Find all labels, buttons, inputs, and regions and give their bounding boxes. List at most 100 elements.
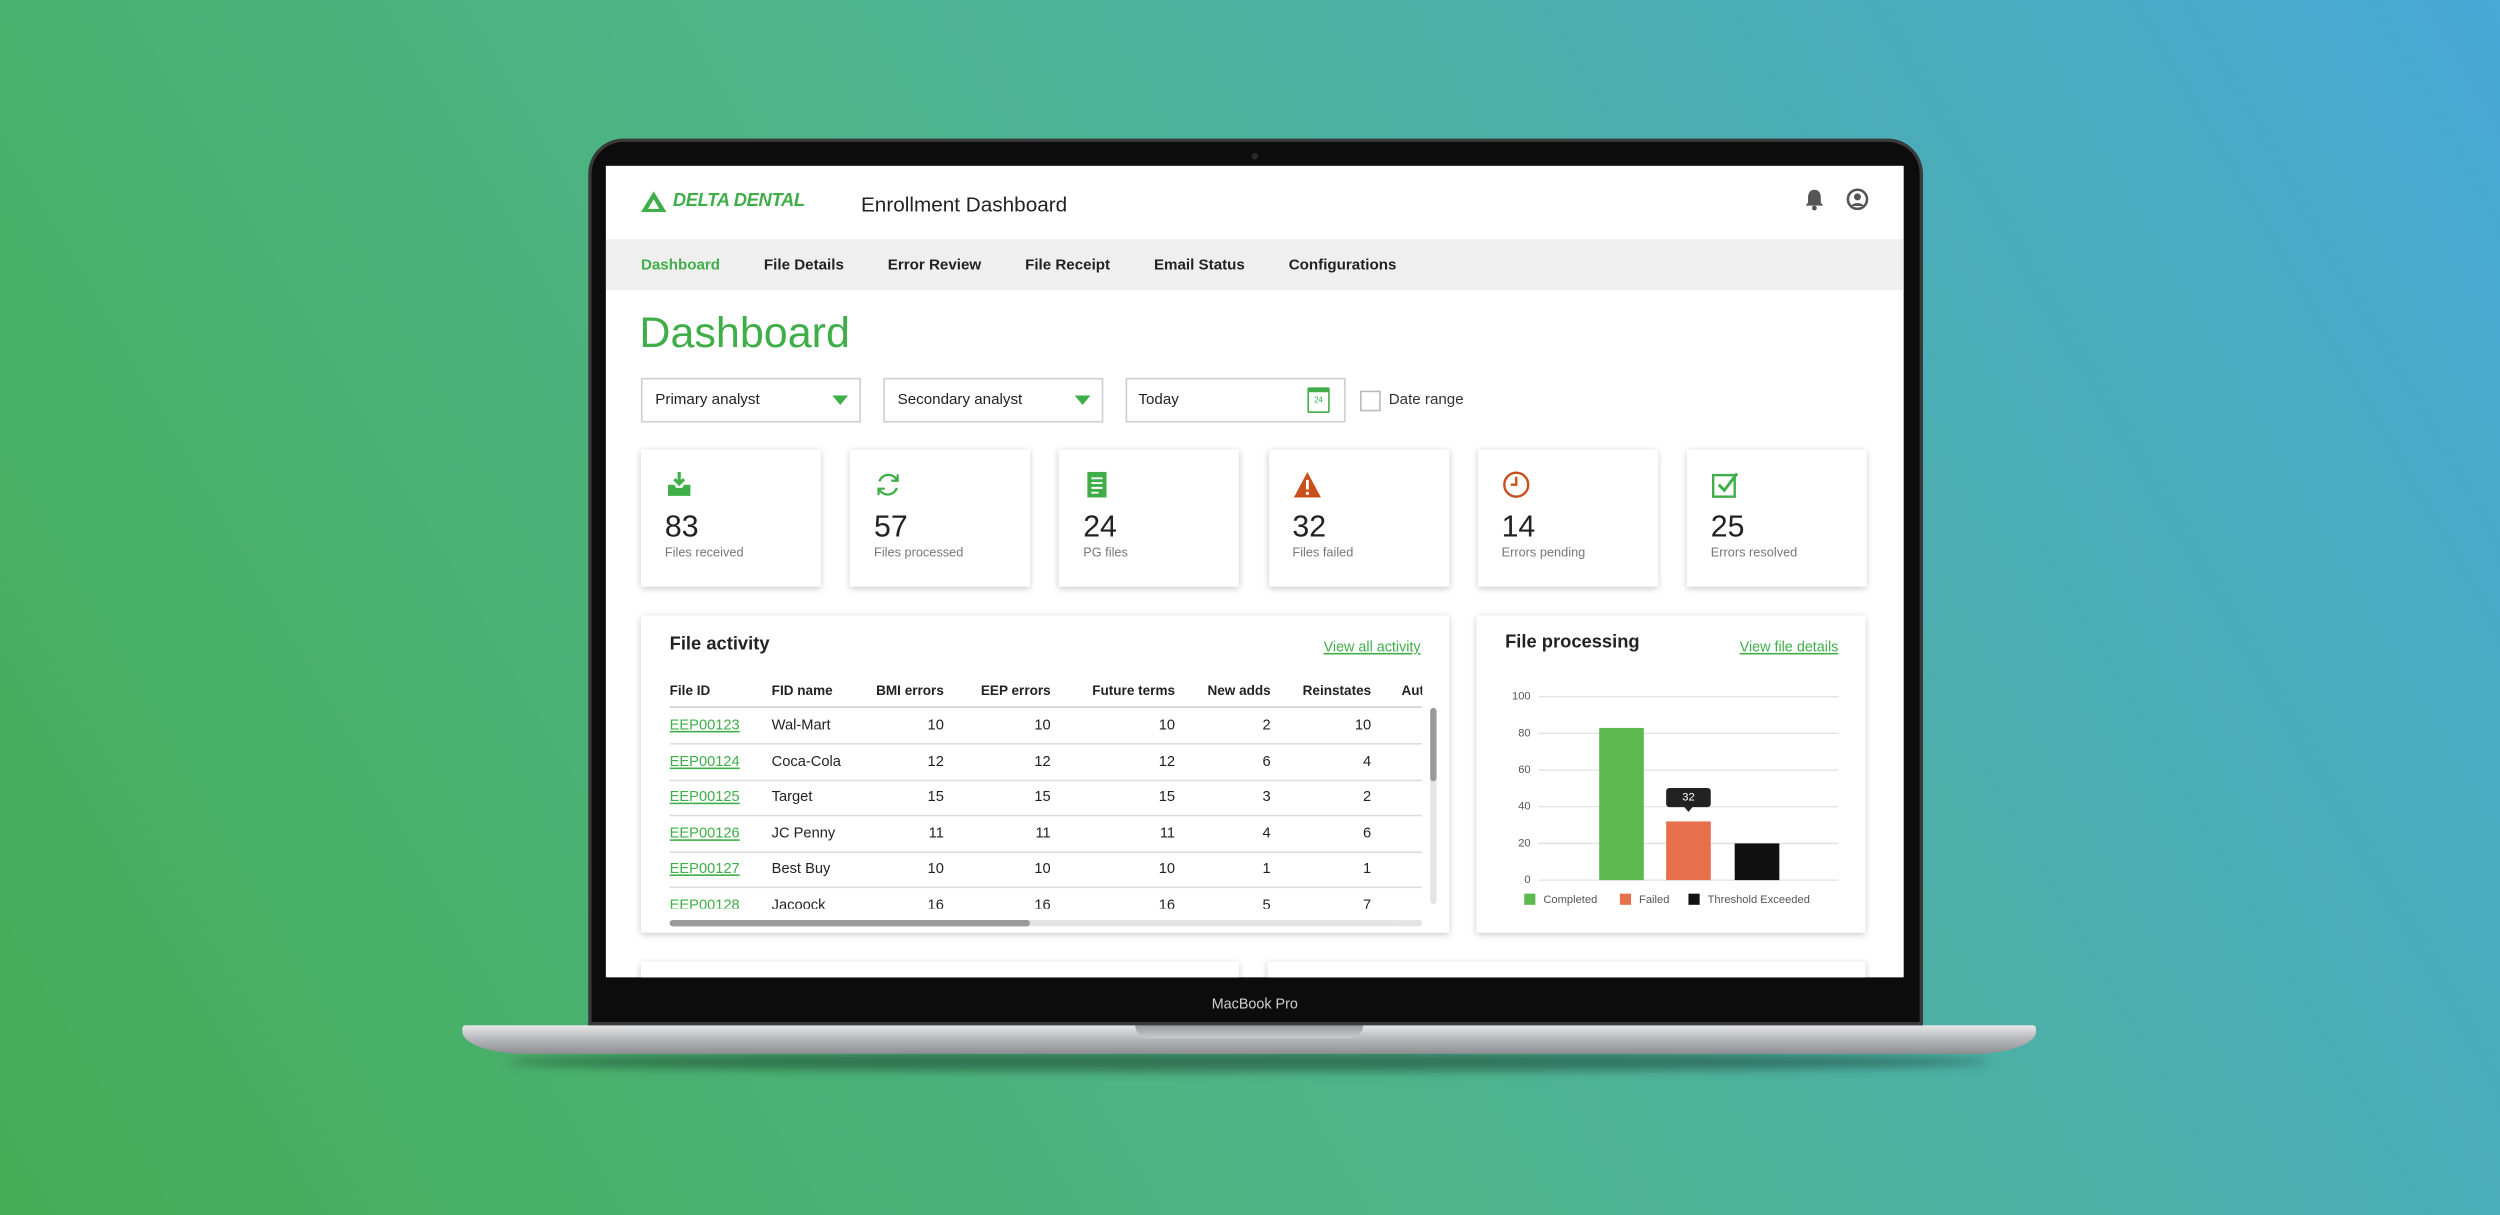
file-id-link[interactable]: EEP00123 (669, 716, 740, 733)
table-cell: 11 (928, 824, 944, 841)
table-cell: 12 (1158, 752, 1176, 769)
view-link[interactable]: View all activity (1323, 638, 1421, 655)
y-tick-label: 60 (1518, 764, 1530, 776)
table-cell: 15 (1034, 788, 1051, 805)
nav: Dashboard File Details Error Review File Re… (641, 239, 1396, 290)
stat-icon (1293, 471, 1321, 498)
row-rule (669, 779, 1423, 781)
primary-select[interactable] (640, 377, 861, 423)
stat-label: Files processed (874, 545, 964, 560)
stat-label: Errors resolved (1710, 545, 1798, 560)
table-cell: Target (771, 788, 813, 805)
row-rule (669, 815, 1423, 817)
stat-icon (1502, 471, 1530, 498)
stat-value: 83 (664, 511, 699, 545)
file-id-link[interactable]: EEP00126 (669, 824, 740, 841)
stat-label: PG files (1083, 545, 1128, 560)
row-rule (669, 851, 1423, 853)
logo-icon (640, 191, 667, 213)
table-cell: 2 (1363, 788, 1372, 805)
h-scroll-track (669, 919, 1423, 927)
column-header: Reinstates (1302, 681, 1372, 698)
view-link[interactable]: View file details (1739, 638, 1839, 655)
table-cell: 15 (1158, 788, 1176, 805)
legend-label: Failed (1639, 894, 1669, 906)
calendar-icon[interactable] (1307, 387, 1330, 413)
stat-value: 25 (1710, 511, 1745, 545)
tooltip (1666, 787, 1711, 808)
stat-value: 14 (1501, 511, 1536, 545)
table-cell: 1 (1262, 860, 1271, 877)
nav-item[interactable]: Error Review (887, 255, 982, 274)
stat-card (850, 449, 1031, 587)
secondary-select[interactable] (883, 377, 1104, 423)
nav-item[interactable]: File Receipt (1025, 255, 1111, 274)
user-icon[interactable] (1846, 188, 1869, 211)
table-cell: 6 (1363, 824, 1372, 841)
file-id-link[interactable]: EEP00127 (669, 860, 740, 877)
table-cell: 4 (1262, 824, 1271, 841)
stat-value: 57 (874, 511, 908, 545)
file-activity-card (640, 615, 1450, 933)
stat-card (1477, 449, 1658, 587)
y-tick-label: 0 (1524, 874, 1530, 886)
table-cell: 1 (1363, 860, 1372, 877)
section-title: File activity (669, 634, 770, 655)
legend-swatch (1688, 893, 1700, 905)
table-cell: 16 (927, 896, 944, 909)
header-rule (669, 706, 1423, 708)
file-id-link[interactable]: EEP00125 (669, 788, 740, 805)
dropdown-arrow (832, 395, 849, 405)
tooltip-pointer (1683, 806, 1694, 812)
table-cell: 15 (927, 788, 944, 805)
column-header: File ID (669, 681, 711, 698)
table-cell: 10 (1034, 716, 1051, 733)
table: File ID FID name BMI errors EEP errors Futur… (669, 670, 1423, 909)
legend-swatch (1619, 893, 1632, 905)
y-tick-label: 20 (1518, 837, 1530, 849)
column-header: Future terms (1092, 681, 1176, 698)
page-title: Dashboard (639, 308, 850, 357)
table-cell: 2 (1262, 716, 1271, 733)
bar (1734, 843, 1780, 881)
app-title: Enrollment Dashboard (860, 192, 1068, 217)
stat-label: Files failed (1292, 545, 1354, 560)
y-tick-label: 80 (1518, 727, 1530, 739)
stat-card (1268, 449, 1449, 587)
section-title: File processing (1505, 633, 1640, 653)
v-scroll-thumb[interactable] (1430, 707, 1437, 782)
table-cell: JC Penny (771, 824, 836, 841)
date-label: Today (1138, 391, 1179, 409)
foot-shadow (507, 1052, 1990, 1072)
legend-swatch (1524, 893, 1536, 905)
file-id-link[interactable]: EEP00124 (669, 752, 740, 769)
bar-chart: 0 20 40 60 80 100 32 Completed Failed Threshold E… (1512, 691, 1839, 906)
calendar-day: 24 (1314, 396, 1323, 406)
nav-item[interactable]: Email Status (1153, 255, 1245, 274)
date-input[interactable] (1125, 377, 1346, 423)
date-range-checkbox[interactable] (1360, 390, 1381, 412)
primary-label: Primary analyst (655, 391, 760, 409)
legend-label: Threshold Exceeded (1708, 894, 1810, 906)
table-cell: 5 (1262, 896, 1271, 909)
table-cell: Wal-Mart (771, 716, 831, 733)
legend-label: Completed (1543, 894, 1597, 906)
brand: DELTA DENTAL (672, 191, 805, 211)
table-cell: 10 (1034, 860, 1051, 877)
nav-item[interactable]: Dashboard (640, 255, 721, 274)
nav-item[interactable]: File Details (763, 255, 844, 274)
table-cell: Jacoock (771, 896, 826, 909)
file-id-link[interactable]: EEP00128 (669, 896, 740, 909)
tooltip-value: 32 (1682, 791, 1694, 803)
stat-label: Errors pending (1501, 545, 1586, 560)
nav-item[interactable]: Configurations (1288, 255, 1397, 274)
table-cell: 10 (1158, 716, 1176, 733)
h-scroll-thumb[interactable] (669, 919, 1030, 927)
device-label: MacBook Pro (1211, 995, 1298, 1012)
table-cell: 16 (1158, 896, 1176, 909)
column-header: Aut (1401, 681, 1423, 698)
lower-card (640, 961, 1239, 978)
column-header: FID name (771, 681, 833, 698)
bell-icon[interactable] (1805, 188, 1824, 211)
table-cell: 10 (1158, 860, 1176, 877)
